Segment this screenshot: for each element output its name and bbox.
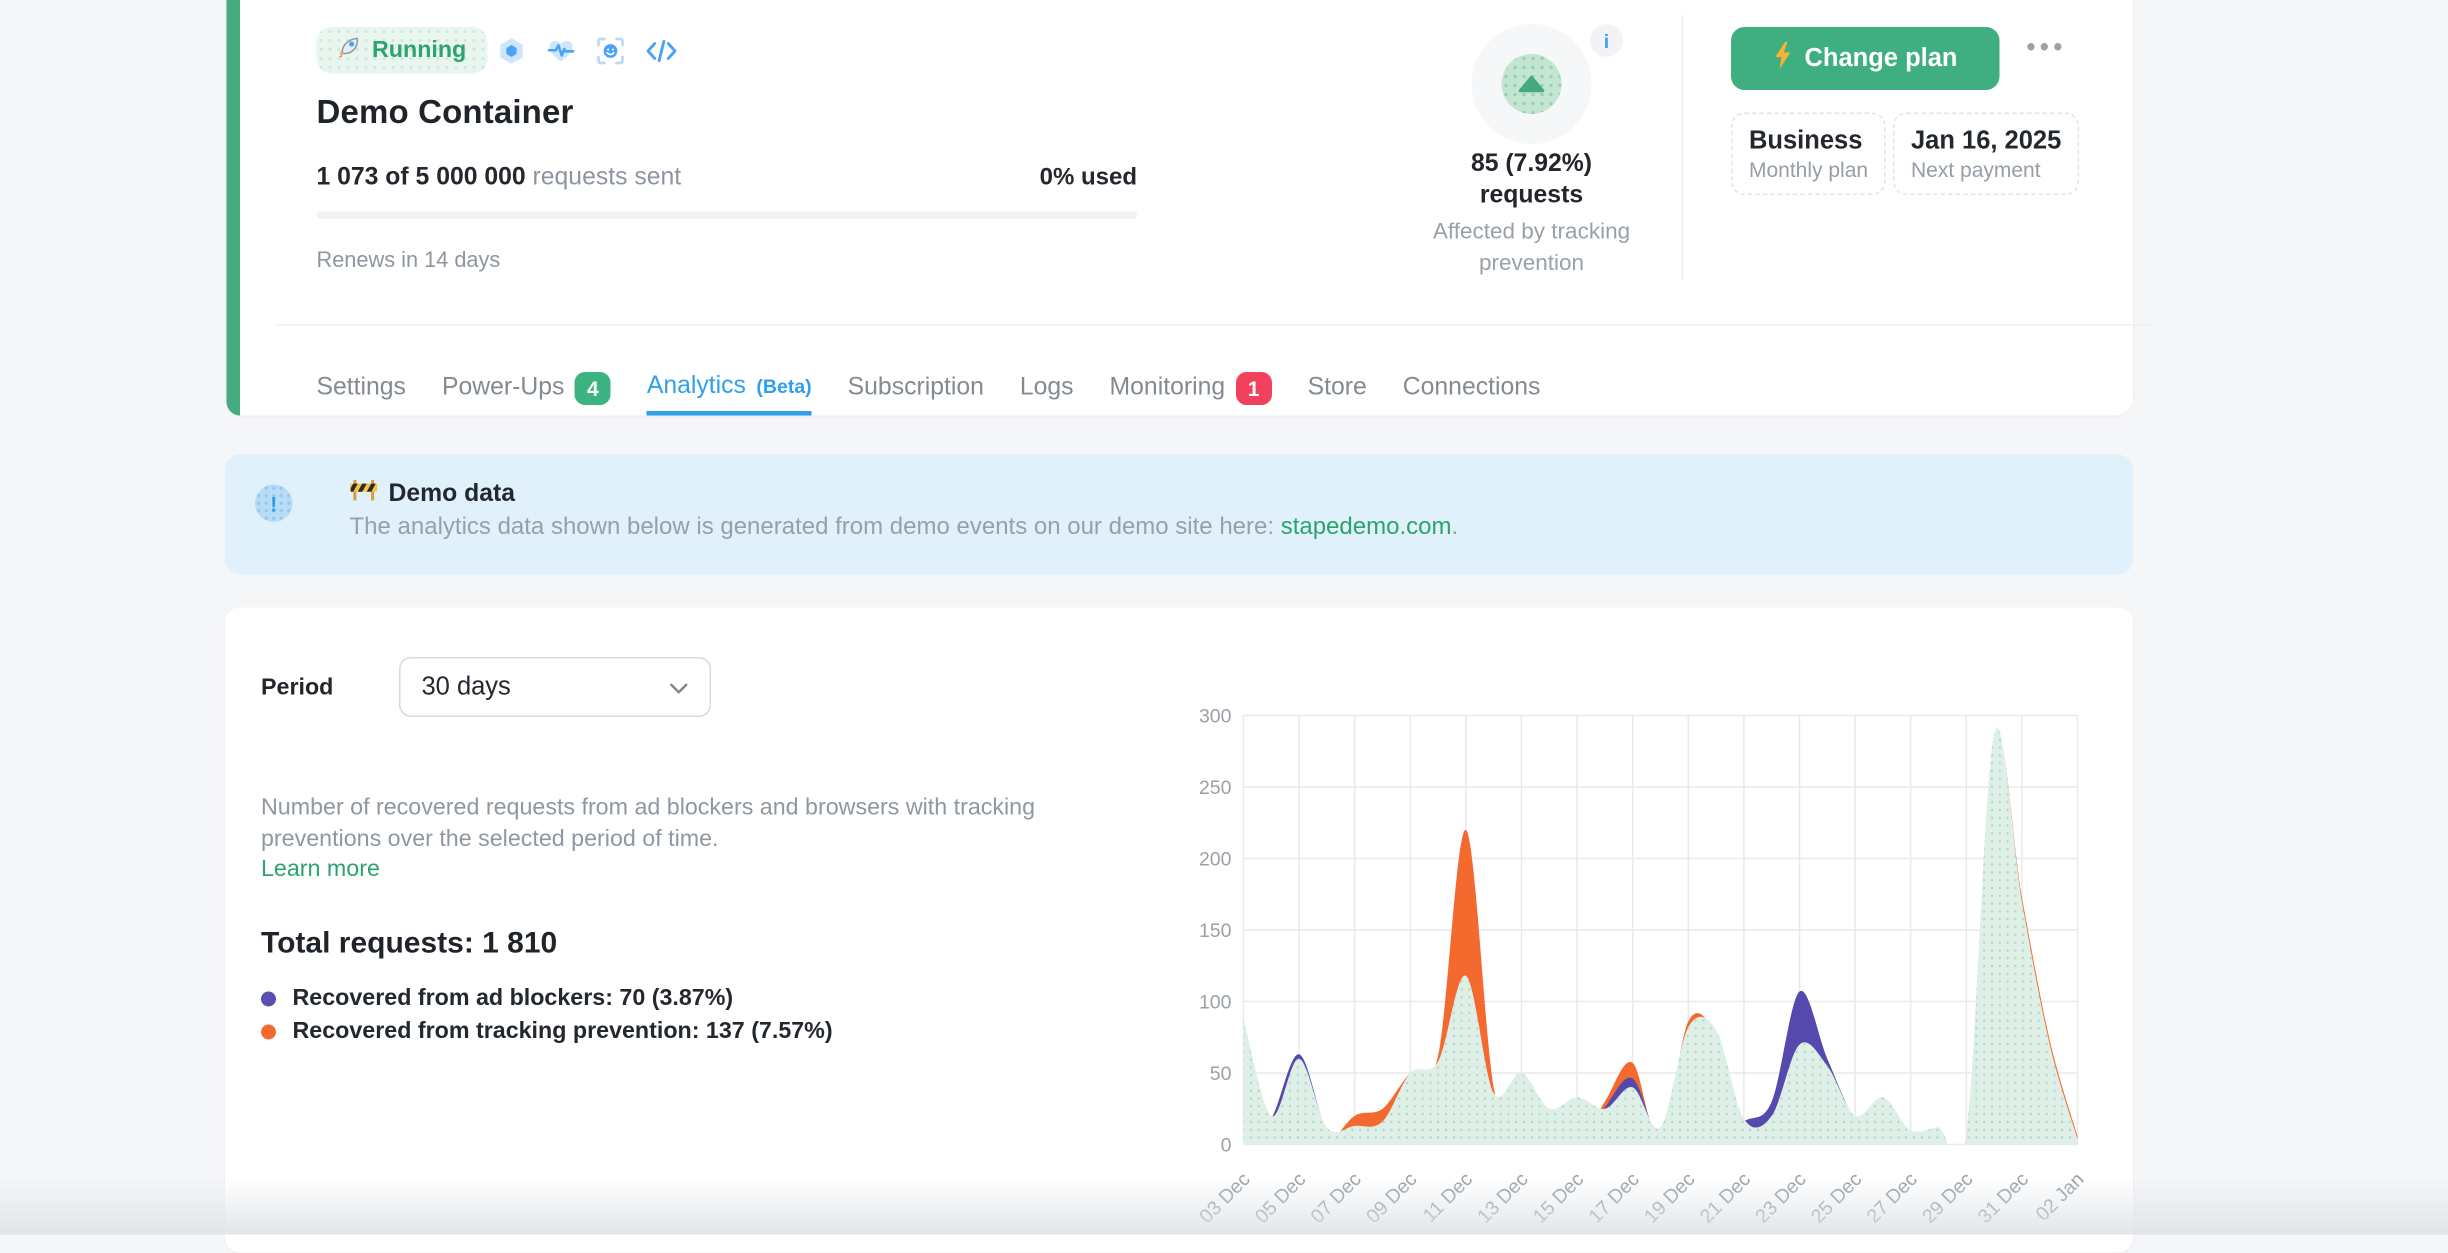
payment-caption: Next payment [1911, 157, 2041, 182]
info-icon[interactable]: i [1590, 24, 1623, 57]
svg-text:150: 150 [1199, 920, 1232, 942]
svg-text:19 Dec: 19 Dec [1640, 1168, 1699, 1227]
tab-monitoring[interactable]: Monitoring 1 [1110, 360, 1272, 416]
bolt-icon [1773, 41, 1793, 76]
usage-percent: 0% used [1039, 165, 1137, 191]
change-plan-label: Change plan [1804, 43, 1958, 73]
tab-subscription[interactable]: Subscription [847, 373, 984, 401]
power-ups-count-badge: 4 [574, 371, 611, 405]
tab-connections[interactable]: Connections [1402, 373, 1541, 401]
legend-item-ad-blockers: Recovered from ad blockers: 70 (3.87%) [261, 983, 733, 1015]
learn-more-link[interactable]: Learn more [261, 856, 380, 883]
svg-text:15 Dec: 15 Dec [1529, 1168, 1588, 1227]
banner-title-text: Demo data [388, 479, 516, 507]
tab-settings[interactable]: Settings [316, 373, 406, 401]
svg-text:02 Jan: 02 Jan [2032, 1168, 2089, 1225]
chevron-down-icon [669, 672, 689, 702]
tab-logs[interactable]: Logs [1019, 373, 1074, 401]
usage-count-suffix: requests sent [525, 163, 682, 191]
gauge-caption-line1: Affected by tracking [1432, 219, 1631, 245]
plan-card: Business Monthly plan [1731, 112, 1887, 195]
period-label: Period [261, 675, 334, 701]
plan-name: Business [1749, 126, 1863, 155]
usage-count: 1 073 of 5 000 000 requests sent [317, 164, 682, 193]
series-total [1243, 728, 2078, 1145]
legend-label: Recovered from tracking prevention: 137 … [292, 1017, 833, 1044]
svg-text:07 Dec: 07 Dec [1306, 1168, 1365, 1227]
status-accent-bar [226, 0, 240, 416]
legend-item-tracking-prevention: Recovered from tracking prevention: 137 … [261, 1016, 833, 1048]
svg-text:13 Dec: 13 Dec [1473, 1168, 1532, 1227]
svg-text:25 Dec: 25 Dec [1807, 1168, 1866, 1227]
change-plan-button[interactable]: Change plan [1731, 27, 2000, 90]
construction-icon [350, 479, 379, 509]
page-title: Demo Container [316, 93, 574, 131]
tabs-divider [276, 324, 2150, 326]
payment-date: Jan 16, 2025 [1911, 126, 2062, 155]
legend-dot-purple [261, 990, 276, 1006]
code-icon[interactable] [645, 36, 678, 66]
container-header-card: Running [226, 0, 2150, 416]
feature-icons [497, 36, 679, 66]
monitoring-count-badge: 1 [1235, 371, 1272, 405]
more-menu-button[interactable]: ••• [2026, 33, 2067, 62]
rocket-icon [338, 35, 362, 67]
payment-card: Jan 16, 2025 Next payment [1893, 112, 2080, 195]
status-label: Running [372, 36, 467, 63]
svg-text:29 Dec: 29 Dec [1918, 1168, 1977, 1227]
heart-pulse-icon[interactable] [546, 36, 576, 66]
stapedemo-link[interactable]: stapedemo.com [1280, 514, 1452, 541]
tab-store[interactable]: Store [1307, 373, 1367, 401]
series-tracking-prevention [1243, 731, 2078, 1145]
hexagon-icon[interactable] [497, 36, 527, 66]
tab-bar: Settings Power-Ups 4 Analytics (Beta) Subs… [316, 360, 1541, 416]
legend-dot-orange [261, 1023, 276, 1039]
status-badge: Running [316, 27, 488, 74]
svg-text:11 Dec: 11 Dec [1419, 1168, 1477, 1226]
banner-text: The analytics data shown below is genera… [349, 514, 1459, 541]
svg-text:200: 200 [1199, 848, 1232, 870]
tab-analytics[interactable]: Analytics (Beta) [646, 360, 812, 416]
period-select[interactable]: 30 days [399, 657, 711, 717]
analytics-card: Period 30 days Number of recovered reque… [225, 607, 2133, 1253]
beta-suffix: (Beta) [756, 374, 812, 397]
tab-power-ups[interactable]: Power-Ups 4 [442, 360, 611, 416]
svg-text:31 Dec: 31 Dec [1974, 1168, 2033, 1227]
demo-data-banner: ! Demo data The analytics data shown bel… [225, 454, 2133, 575]
description-line1: Number of recovered requests from ad blo… [261, 795, 1036, 821]
svg-text:300: 300 [1199, 705, 1232, 727]
header-vertical-divider [1681, 15, 1683, 281]
svg-text:100: 100 [1199, 991, 1232, 1013]
plan-type: Monthly plan [1749, 157, 1869, 182]
svg-text:23 Dec: 23 Dec [1751, 1168, 1810, 1227]
legend-label: Recovered from ad blockers: 70 (3.87%) [292, 984, 734, 1011]
gauge-arrow-up-icon [1501, 54, 1562, 114]
renews-label: Renews in 14 days [316, 249, 501, 273]
face-scan-icon[interactable] [596, 36, 626, 66]
svg-text:50: 50 [1210, 1063, 1232, 1085]
gauge-caption-line2: prevention [1478, 250, 1585, 277]
svg-text:27 Dec: 27 Dec [1862, 1168, 1921, 1227]
usage-row: 1 073 of 5 000 000 requests sent 0% used [317, 164, 1138, 193]
usage-progress-bar [316, 211, 1137, 219]
usage-count-value: 1 073 of 5 000 000 [316, 163, 526, 191]
banner-title: Demo data [350, 479, 516, 509]
svg-text:05 Dec: 05 Dec [1251, 1168, 1310, 1227]
svg-text:21 Dec: 21 Dec [1696, 1168, 1755, 1227]
svg-text:0: 0 [1221, 1134, 1232, 1156]
svg-text:03 Dec: 03 Dec [1195, 1168, 1254, 1227]
svg-text:250: 250 [1199, 777, 1232, 799]
svg-text:09 Dec: 09 Dec [1362, 1168, 1421, 1227]
period-select-value: 30 days [421, 672, 511, 701]
svg-text:17 Dec: 17 Dec [1584, 1168, 1643, 1227]
total-requests: Total requests: 1 810 [261, 927, 558, 960]
exclamation-icon: ! [255, 484, 293, 522]
tracking-gauge [1471, 24, 1592, 144]
description-line2: preventions over the selected period of … [261, 826, 719, 853]
gauge-value-line1: 85 (7.92%) [1470, 150, 1593, 177]
gauge-value-line2: requests [1479, 181, 1584, 209]
